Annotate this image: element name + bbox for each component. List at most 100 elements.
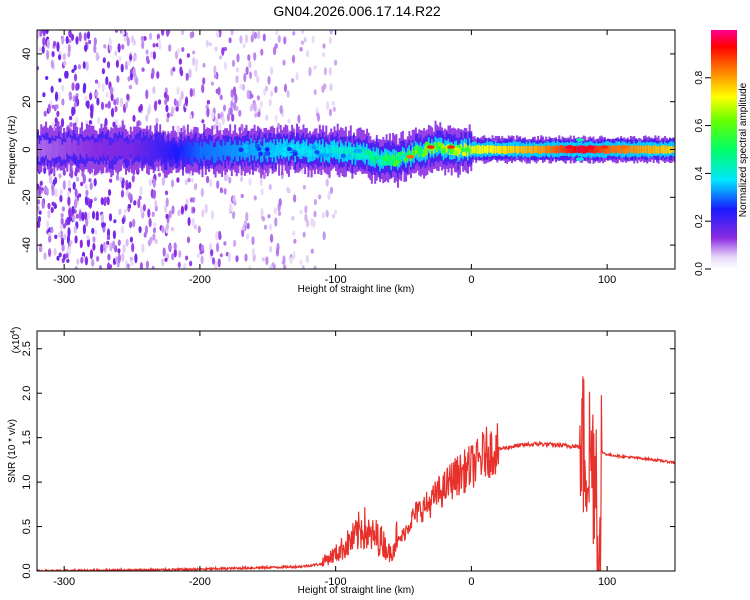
noise-speck: [145, 260, 149, 269]
noise-speck: [246, 233, 250, 240]
band-segment: [654, 145, 657, 154]
noise-speck: [71, 206, 75, 214]
band-segment: [634, 145, 637, 154]
noise-speck: [211, 111, 215, 120]
band-segment: [110, 149, 113, 157]
noise-speck: [50, 207, 54, 214]
noise-speck: [117, 248, 121, 254]
noise-speck: [221, 47, 225, 56]
noise-speck: [74, 266, 78, 269]
noise-speck: [233, 239, 237, 247]
noise-speck: [93, 37, 97, 46]
noise-speck: [328, 108, 332, 117]
band-segment: [483, 145, 486, 154]
noise-speck: [110, 93, 114, 102]
band-peak: [619, 145, 628, 149]
band-segment: [571, 145, 574, 154]
band-segment: [224, 149, 227, 157]
noise-speck: [231, 113, 235, 122]
noise-speck: [161, 176, 165, 186]
colorbar-tick-label: 0.2: [694, 214, 705, 228]
band-segment: [155, 142, 158, 151]
noise-speck: [62, 223, 66, 229]
snr-y-tick-label: 2.0: [21, 386, 33, 401]
noise-speck: [240, 123, 244, 132]
band-segment: [154, 144, 157, 153]
noise-speck: [259, 176, 263, 187]
band-segment: [429, 147, 432, 154]
band-segment: [170, 147, 173, 156]
noise-speck: [328, 36, 332, 45]
band-segment: [377, 154, 380, 163]
band-segment: [414, 147, 417, 155]
band-segment: [53, 147, 56, 155]
noise-speck: [265, 256, 269, 266]
band-segment: [147, 147, 150, 156]
band-segment: [37, 144, 39, 153]
band-blob: [349, 147, 355, 152]
band-segment: [81, 142, 83, 151]
band-segment: [58, 142, 61, 150]
noise-speck: [127, 61, 131, 66]
noise-speck: [39, 30, 43, 37]
noise-speck: [186, 236, 191, 244]
noise-speck: [211, 257, 216, 265]
noise-speck: [145, 49, 149, 55]
band-segment: [151, 146, 153, 155]
noise-speck: [104, 243, 108, 249]
noise-speck: [108, 213, 113, 222]
noise-speck: [46, 38, 50, 49]
noise-speck: [95, 216, 99, 221]
noise-speck: [72, 95, 76, 103]
noise-speck: [120, 189, 125, 198]
band-segment: [315, 145, 318, 153]
noise-speck: [118, 208, 122, 216]
noise-speck: [106, 228, 111, 238]
band-segment: [545, 146, 548, 154]
band-segment: [121, 142, 124, 150]
noise-speck: [100, 243, 104, 254]
noise-speck: [165, 223, 170, 230]
noise-speck: [302, 231, 306, 238]
band-segment: [136, 142, 139, 151]
snr-x-tick-label: -200: [189, 576, 211, 588]
band-segment: [134, 144, 137, 153]
noise-speck: [322, 231, 326, 241]
band-segment: [618, 145, 621, 154]
band-blob: [292, 151, 298, 157]
noise-speck: [76, 176, 80, 182]
noise-speck: [185, 255, 189, 261]
noise-speck: [67, 227, 71, 238]
noise-speck: [178, 250, 182, 258]
noise-speck: [210, 81, 214, 86]
band-blob: [243, 148, 249, 153]
noise-speck: [46, 49, 50, 60]
noise-speck: [132, 67, 136, 77]
noise-speck: [331, 100, 335, 106]
noise-speck: [56, 255, 60, 261]
band-segment: [94, 147, 96, 157]
noise-speck: [261, 216, 266, 222]
band-segment: [180, 144, 183, 153]
noise-speck: [85, 189, 89, 197]
noise-speck: [60, 213, 64, 218]
band-segment: [95, 146, 98, 155]
noise-speck: [274, 217, 278, 227]
noise-speck: [275, 30, 279, 36]
band-blob: [258, 151, 264, 156]
noise-speck: [250, 34, 254, 43]
noise-speck: [173, 98, 177, 106]
noise-speck: [201, 84, 205, 93]
band-peak: [586, 145, 595, 149]
noise-speck: [84, 96, 88, 102]
band-segment: [432, 145, 435, 154]
noise-speck: [41, 45, 45, 54]
spectrogram-y-tick-label: 20: [21, 96, 33, 108]
noise-speck: [151, 211, 155, 217]
noise-speck: [332, 106, 336, 112]
noise-speck: [219, 55, 223, 60]
noise-speck: [149, 32, 153, 40]
noise-speck: [56, 110, 60, 117]
noise-speck: [210, 210, 214, 220]
noise-speck: [38, 47, 42, 52]
